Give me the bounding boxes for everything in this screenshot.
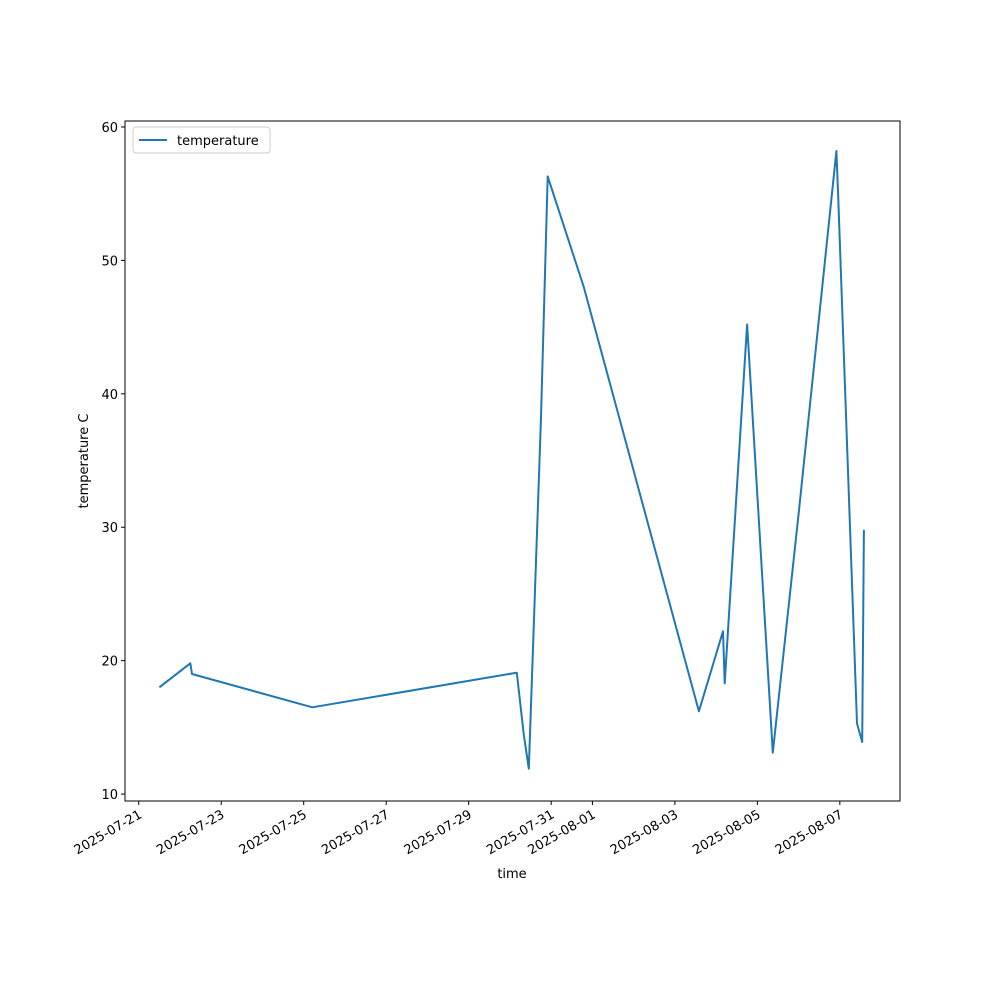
y-tick-label: 50 xyxy=(101,254,118,269)
y-tick-label: 30 xyxy=(101,521,118,536)
legend-box xyxy=(132,126,271,154)
y-tick-label: 20 xyxy=(101,655,118,670)
y-tick-label: 60 xyxy=(101,121,118,136)
y-tick-label: 40 xyxy=(101,388,118,403)
y-axis-label: temperature C xyxy=(77,414,92,509)
x-axis-label: time xyxy=(497,867,526,882)
data-line xyxy=(158,150,865,770)
legend-label: temperature xyxy=(177,134,259,149)
plot-frame xyxy=(124,120,901,802)
y-tick-label: 10 xyxy=(101,788,118,803)
